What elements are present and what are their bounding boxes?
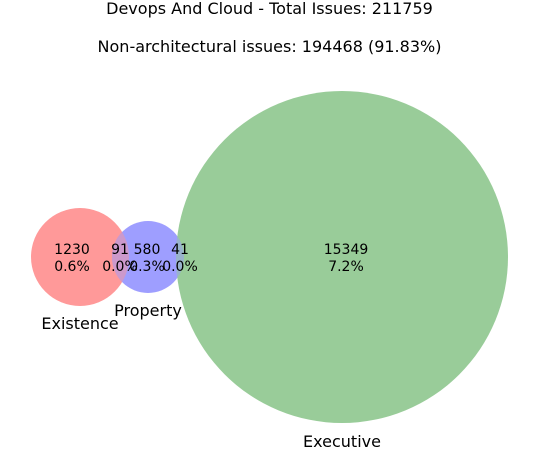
region-property-count: 580 (134, 242, 161, 258)
circle-executive (176, 91, 508, 423)
region-executive-percent: 7.2% (328, 259, 364, 275)
set-circles (31, 91, 508, 423)
set-label-property: Property (114, 301, 182, 320)
region-executive-count: 15349 (324, 242, 369, 258)
set-label-existence: Existence (41, 314, 118, 333)
region-property-executive-count: 41 (171, 242, 189, 258)
region-existence-count: 1230 (54, 242, 90, 258)
circle-existence (31, 208, 129, 306)
region-property-executive-percent: 0.0% (162, 259, 198, 275)
chart-subtitle: Non-architectural issues: 194468 (91.83%… (98, 37, 442, 56)
region-labels: 1230 0.6% 91 0.0% 580 0.3% 41 0.0% 15349… (54, 242, 368, 275)
region-property-percent: 0.3% (129, 259, 165, 275)
chart-title: Devops And Cloud - Total Issues: 211759 (106, 0, 433, 18)
region-existence-percent: 0.6% (54, 259, 90, 275)
region-existence-property-percent: 0.0% (102, 259, 138, 275)
circle-property (112, 221, 184, 293)
set-labels: Existence Property Executive (41, 301, 381, 451)
set-label-executive: Executive (303, 432, 381, 451)
region-existence-property-count: 91 (111, 242, 129, 258)
